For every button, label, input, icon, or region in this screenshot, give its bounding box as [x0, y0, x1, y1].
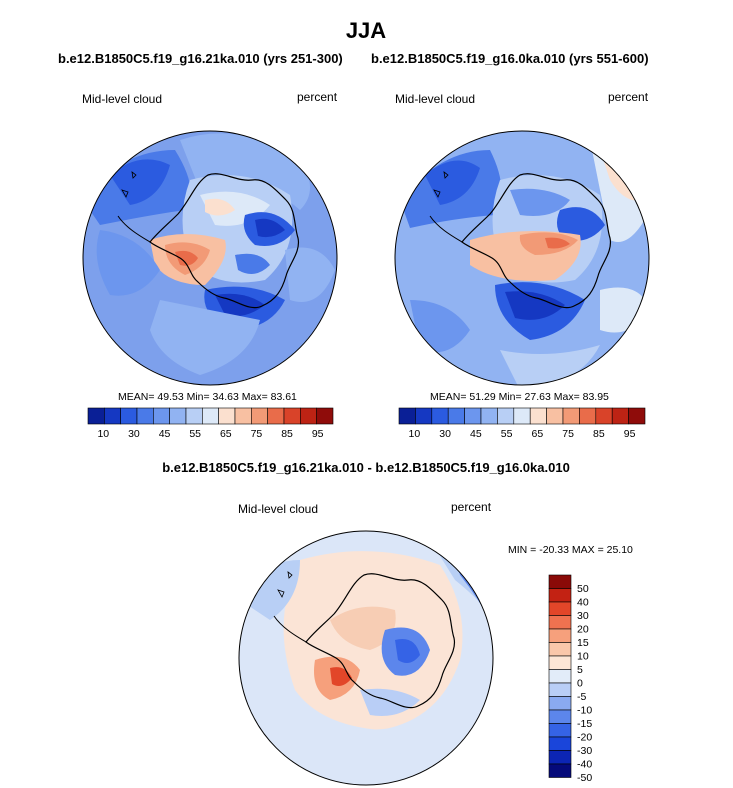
colorbar-tick-label: 20 — [577, 624, 589, 636]
colorbar-swatch — [628, 407, 646, 425]
colorbar-tick-label: -30 — [577, 745, 592, 757]
colorbar-tick-label: 75 — [562, 428, 574, 440]
colorbar-tick-label: 55 — [501, 428, 513, 440]
left-field-label: Mid-level cloud — [82, 92, 163, 106]
colorbar-tick-label: 10 — [409, 428, 421, 440]
left-case-title: b.e12.B1850C5.f19_g16.21ka.010 (yrs 251-… — [58, 51, 343, 66]
colorbar-swatch — [300, 407, 317, 425]
colorbar-swatch — [185, 407, 203, 425]
colorbar-swatch — [548, 669, 572, 684]
colorbar-swatch — [234, 407, 252, 425]
diff-field-label: Mid-level cloud — [238, 502, 319, 516]
right-units-label: percent — [608, 90, 649, 104]
diff-units-label: percent — [451, 500, 492, 514]
colorbar-tick-label: -10 — [577, 705, 592, 717]
left-stats: MEAN= 49.53 Min= 34.63 Max= 83.61 — [118, 391, 297, 403]
left-units-label: percent — [297, 90, 338, 104]
colorbar-tick-label: 85 — [593, 428, 605, 440]
colorbar-swatch — [548, 615, 572, 630]
right-field-label: Mid-level cloud — [395, 92, 476, 106]
colorbar-swatch — [548, 763, 572, 778]
colorbar-swatch — [595, 407, 613, 425]
colorbar-tick-label: -15 — [577, 718, 592, 730]
colorbar-tick-label: -50 — [577, 772, 592, 784]
right-case-title: b.e12.B1850C5.f19_g16.0ka.010 (yrs 551-6… — [371, 51, 649, 66]
colorbar-swatch — [316, 407, 334, 425]
colorbar-tick-label: 30 — [577, 610, 589, 622]
colorbar-swatch — [548, 750, 572, 765]
colorbar-swatch — [480, 407, 498, 425]
colorbar-swatch — [415, 407, 433, 425]
colorbar-swatch — [136, 407, 154, 425]
colorbar-tick-label: 10 — [97, 428, 109, 440]
colorbar-swatch — [548, 723, 572, 738]
colorbar-tick-label: 40 — [577, 597, 589, 609]
colorbar-tick-label: 55 — [189, 428, 201, 440]
right-colorbar: 10 30 45 55 65 75 85 95 — [398, 407, 646, 440]
colorbar-swatch — [513, 407, 531, 425]
colorbar-tick-label: 50 — [577, 583, 589, 595]
colorbar-tick-label: 15 — [577, 637, 589, 649]
left-colorbar: 10 30 45 55 65 75 85 95 — [87, 407, 334, 440]
colorbar-swatch — [398, 407, 416, 425]
colorbar-tick-label: 95 — [312, 428, 324, 440]
colorbar-swatch — [548, 736, 572, 751]
colorbar-tick-label: 65 — [532, 428, 544, 440]
colorbar-tick-label: 75 — [251, 428, 263, 440]
colorbar-swatch — [611, 407, 629, 425]
colorbar-swatch — [283, 407, 301, 425]
colorbar-swatch — [267, 407, 285, 425]
diff-title: b.e12.B1850C5.f19_g16.21ka.010 - b.e12.B… — [162, 460, 570, 475]
colorbar-swatch — [562, 407, 580, 425]
colorbar-tick-label: 10 — [577, 651, 589, 663]
colorbar-swatch — [548, 588, 572, 603]
colorbar-tick-label: 5 — [577, 664, 583, 676]
colorbar-tick-label: 30 — [128, 428, 140, 440]
page-title: JJA — [345, 18, 387, 43]
colorbar-tick-label: -5 — [577, 691, 586, 703]
colorbar-swatch — [548, 655, 572, 670]
colorbar-swatch — [548, 682, 572, 697]
colorbar-tick-label: -20 — [577, 732, 592, 744]
colorbar-swatch — [548, 642, 572, 657]
colorbar-swatch — [120, 407, 138, 425]
colorbar-tick-label: 0 — [577, 678, 583, 690]
colorbar-swatch — [104, 407, 121, 425]
colorbar-swatch — [497, 407, 515, 425]
right-stats: MEAN= 51.29 Min= 27.63 Max= 83.95 — [430, 391, 609, 403]
colorbar-tick-label: 65 — [220, 428, 232, 440]
colorbar-tick-label: -40 — [577, 759, 592, 771]
colorbar-swatch — [464, 407, 482, 425]
colorbar-swatch — [548, 628, 572, 643]
colorbar-swatch — [546, 407, 564, 425]
colorbar-swatch — [529, 407, 547, 425]
colorbar-tick-label: 95 — [624, 428, 636, 440]
colorbar-swatch — [202, 407, 219, 425]
right-map — [394, 130, 650, 386]
colorbar-swatch — [169, 407, 187, 425]
colorbar-swatch — [548, 574, 572, 589]
colorbar-tick-label: 85 — [281, 428, 293, 440]
colorbar-swatch — [579, 407, 597, 425]
colorbar-tick-label: 45 — [470, 428, 482, 440]
colorbar-swatch — [548, 601, 572, 616]
colorbar-swatch — [251, 407, 268, 425]
colorbar-swatch — [431, 407, 449, 425]
diff-map — [238, 530, 494, 786]
colorbar-swatch — [218, 407, 236, 425]
colorbar-swatch — [447, 407, 465, 425]
colorbar-swatch — [548, 696, 572, 711]
colorbar-swatch — [87, 407, 105, 425]
colorbar-swatch — [153, 407, 170, 425]
diff-stats: MIN = -20.33 MAX = 25.10 — [508, 544, 633, 556]
colorbar-tick-label: 45 — [159, 428, 171, 440]
left-map — [82, 130, 338, 386]
colorbar-tick-label: 30 — [439, 428, 451, 440]
colorbar-swatch — [548, 709, 572, 724]
